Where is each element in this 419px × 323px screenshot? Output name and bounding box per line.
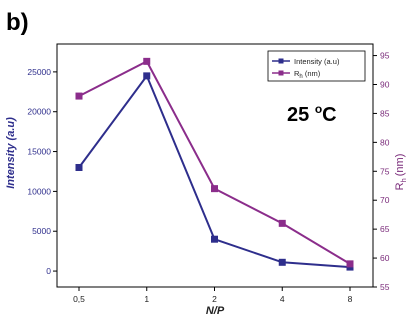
- x-tick-label: 1: [144, 294, 149, 304]
- left-tick-label: 0: [46, 266, 51, 276]
- x-tick-label: 2: [212, 294, 217, 304]
- data-point-intensity: [211, 235, 218, 243]
- right-tick-label: 90: [380, 80, 390, 90]
- right-tick-label: 55: [380, 282, 390, 292]
- left-tick-label: 25000: [27, 67, 51, 77]
- series-line-rh: [78, 60, 351, 265]
- legend-marker-rh: [278, 70, 284, 76]
- left-tick-label: 10000: [27, 186, 51, 196]
- y-axis-label-right: Rh(nm): [394, 154, 408, 191]
- data-point-rh: [346, 260, 354, 268]
- right-axis: 55 60 65 70 75 80 85 90 95: [373, 51, 390, 292]
- x-axis-label: N/P: [206, 305, 225, 317]
- x-tick-label: 0,5: [73, 294, 85, 304]
- y-axis-label-right-unit: (nm): [394, 154, 406, 177]
- y-axis-label-right-sub: h: [399, 178, 408, 182]
- right-tick-label: 65: [380, 224, 390, 234]
- temperature-annotation: 25 oC: [287, 102, 337, 126]
- left-tick-label: 20000: [27, 107, 51, 117]
- right-tick-label: 85: [380, 108, 390, 118]
- data-point-intensity: [75, 163, 83, 171]
- left-tick-label: 15000: [27, 147, 51, 157]
- right-tick-label: 95: [380, 51, 390, 61]
- right-tick-label: 70: [380, 195, 390, 205]
- legend-marker-intensity: [278, 58, 284, 64]
- x-axis: 0,5 1 2 4 8: [73, 287, 353, 304]
- data-point-rh: [75, 92, 83, 100]
- data-point-rh: [143, 57, 151, 65]
- y-axis-label-left: Intensity (a.u): [5, 117, 17, 189]
- panel-label: b): [6, 9, 29, 36]
- right-tick-label: 60: [380, 253, 390, 263]
- legend-label-intensity: Intensity (a.u): [294, 57, 340, 66]
- legend: Intensity (a.u) Rh (nm): [267, 50, 366, 82]
- series-layer: [75, 57, 354, 271]
- left-tick-label: 5000: [32, 226, 51, 236]
- right-tick-label: 80: [380, 137, 390, 147]
- x-tick-label: 8: [348, 294, 353, 304]
- left-axis: 0 5000 10000 15000 20000 25000: [27, 67, 57, 276]
- legend-box: [267, 50, 366, 82]
- data-point-intensity: [278, 258, 286, 266]
- x-tick-label: 4: [280, 294, 285, 304]
- y-axis-label-right-main: R: [394, 182, 406, 190]
- data-point-rh: [211, 185, 218, 193]
- data-point-rh: [278, 219, 286, 227]
- right-tick-label: 75: [380, 166, 390, 176]
- data-point-intensity: [143, 72, 151, 80]
- legend-label-rh: Rh (nm): [294, 69, 321, 80]
